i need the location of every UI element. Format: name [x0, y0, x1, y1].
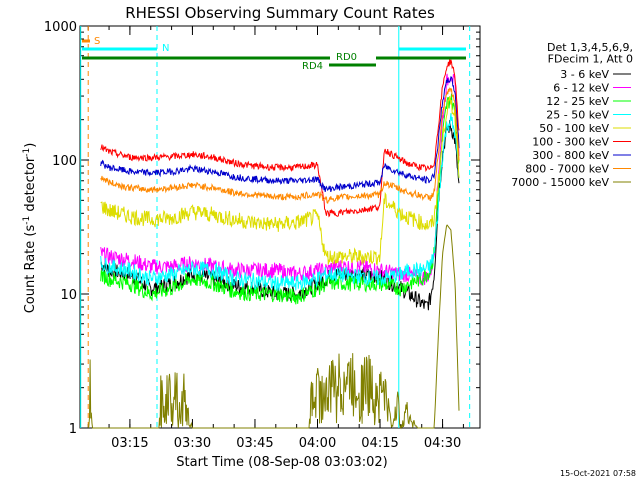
legend-entry-label: 50 - 100 keV: [539, 122, 609, 135]
rd0-label: RD0: [336, 52, 357, 63]
n-label: N: [162, 43, 169, 54]
x-tick-label: 04:15: [361, 436, 398, 451]
y-axis-label-mid: detector: [23, 156, 38, 216]
chart-title: RHESSI Observing Summary Count Rates: [125, 4, 435, 22]
legend-header-line: FDecim 1, Att 0: [548, 53, 633, 66]
rd4-label: RD4: [302, 61, 323, 72]
x-tick-label: 04:30: [424, 436, 461, 451]
series-line: [100, 59, 460, 218]
series-line: [100, 120, 460, 311]
series-line: [100, 96, 460, 266]
legend-entry-label: 800 - 7000 keV: [525, 163, 609, 176]
plot-layer: 1 10 100 1000 03:15 03:30 03:45 04:00 04:15 04:30…: [44, 20, 633, 451]
x-tick-label: 03:30: [174, 436, 211, 451]
y-axis-label-sup2: -1: [22, 148, 32, 157]
series-line: [100, 113, 460, 292]
legend-entry-label: 12 - 25 keV: [546, 95, 609, 108]
y-axis-label: Count Rate (s-1 detector-1): [22, 143, 38, 314]
x-axis-label: Start Time (08-Sep-08 03:03:02): [176, 455, 387, 470]
series-line: [100, 87, 460, 204]
legend-entry-label: 7000 - 15000 keV: [511, 176, 609, 189]
y-axis-label-sup1: -1: [22, 216, 32, 225]
x-tick-label: 03:15: [111, 436, 148, 451]
legend-entry-label: 3 - 6 keV: [560, 68, 609, 81]
x-tick-label: 03:45: [236, 436, 273, 451]
series-line: [100, 93, 460, 305]
legend-entry-label: 300 - 800 keV: [532, 149, 609, 162]
footer-timestamp: 15-Oct-2021 07:58: [560, 469, 636, 478]
y-axis-label-main: Count Rate (s: [23, 225, 38, 314]
legend-entry-label: 100 - 300 keV: [532, 136, 609, 149]
y-tick-label: 10: [60, 288, 77, 303]
s-label: S: [94, 36, 100, 47]
series-line: [100, 76, 460, 193]
legend-header-line: Det 1,3,4,5,6,9,: [547, 41, 633, 54]
legend-entry-label: 25 - 50 keV: [546, 109, 609, 122]
legend-entry-label: 6 - 12 keV: [553, 82, 609, 95]
y-tick-label: 1: [69, 422, 77, 437]
series-line: [87, 224, 460, 430]
y-tick-label: 1000: [44, 20, 77, 35]
x-tick-label: 04:00: [299, 436, 336, 451]
y-tick-label: 100: [52, 154, 77, 169]
y-axis-label-end: ): [23, 143, 38, 148]
